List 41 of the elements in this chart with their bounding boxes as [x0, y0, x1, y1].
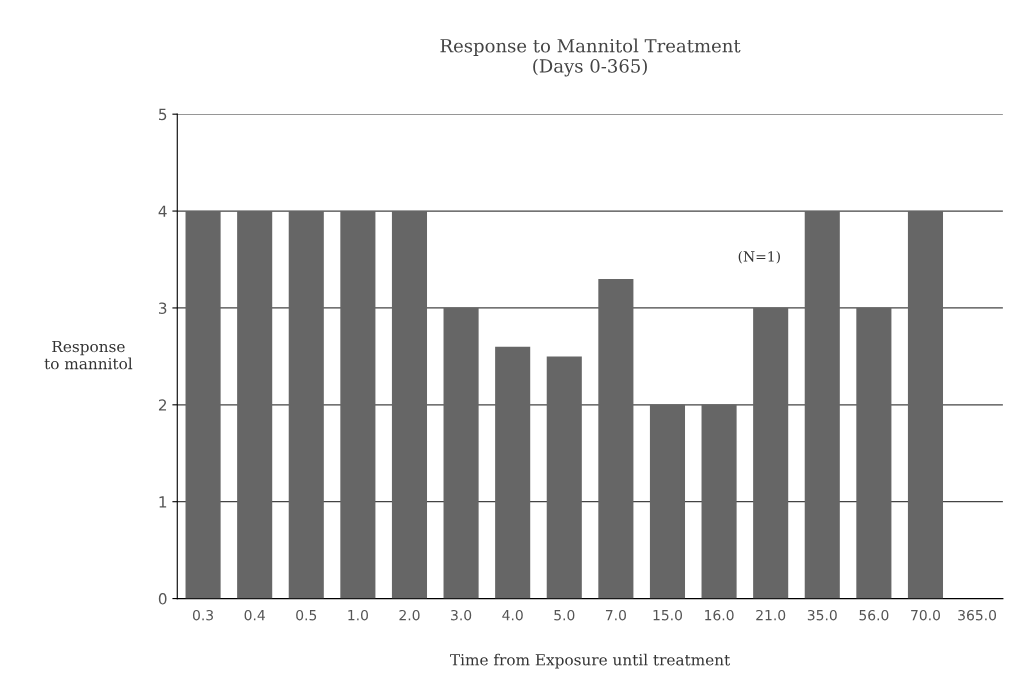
- x-tick-label: 4.0: [502, 609, 523, 621]
- x-tick-label: 16.0: [705, 609, 734, 621]
- x-tick-label: 1.0: [348, 609, 368, 621]
- bar: [288, 211, 324, 599]
- x-tick-label: 7.0: [605, 609, 626, 621]
- x-tick-label: 0.3: [192, 609, 214, 621]
- x-tick-label: 0.4: [244, 609, 265, 621]
- y-tick-label: 3: [159, 302, 167, 314]
- bar: [340, 211, 376, 599]
- x-tick-label: 0.5: [296, 609, 317, 621]
- bar: [237, 211, 273, 599]
- x-tick-label: 2.0: [399, 609, 420, 621]
- x-tick-label: 56.0: [859, 609, 889, 621]
- x-tick-label: 21.0: [756, 609, 786, 621]
- x-axis-title: Time from Exposure until treatment: [450, 653, 731, 669]
- bar: [701, 404, 737, 599]
- y-axis-title: Response to mannitol: [44, 340, 133, 370]
- y-tick-label: 5: [159, 108, 167, 121]
- bar: [495, 346, 531, 599]
- bar: [443, 307, 479, 599]
- x-tick-label: 15.0: [653, 609, 683, 621]
- y-tick-label: 0: [158, 593, 167, 605]
- y-tick-label: 4: [158, 205, 167, 217]
- x-tick-label: 3.0: [451, 609, 472, 621]
- x-tick-label: 5.0: [554, 609, 575, 621]
- bar: [753, 307, 789, 599]
- chart-title: Response to Mannitol Treatment (Days 0-365): [440, 38, 741, 77]
- bar: [546, 356, 582, 599]
- x-tick-label: 365.0: [958, 609, 997, 621]
- bar: [856, 307, 892, 599]
- bar: [598, 278, 634, 599]
- y-tick-label: 1: [159, 496, 167, 508]
- x-tick-label: 35.0: [807, 609, 837, 621]
- x-tick-label: 70.0: [911, 609, 941, 621]
- bar: [804, 211, 840, 599]
- bar: [907, 211, 944, 599]
- annotation: (N=1): [738, 250, 780, 264]
- bar: [185, 211, 221, 599]
- bar: [391, 211, 428, 599]
- bar: [649, 404, 686, 599]
- y-tick-label: 2: [158, 399, 167, 411]
